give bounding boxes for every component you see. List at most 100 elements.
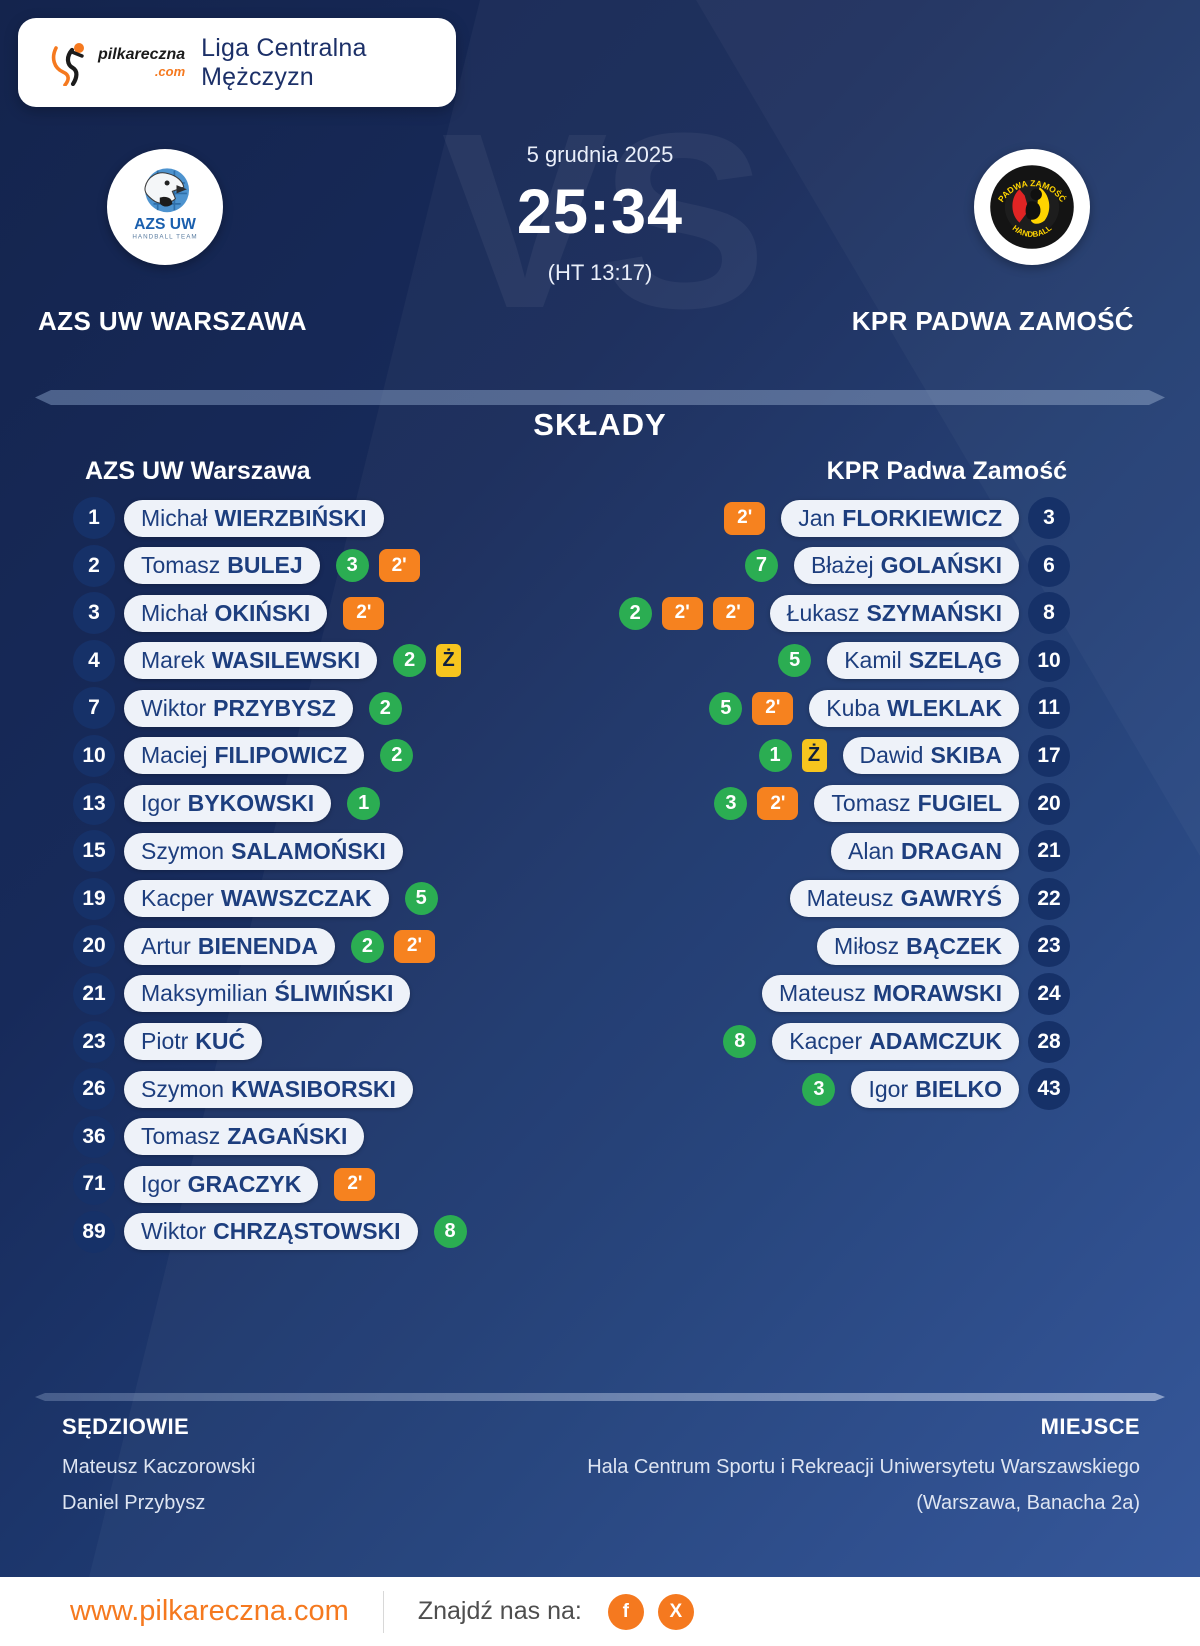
player-name-pill: Kacper ADAMCZUK (772, 1023, 1019, 1061)
suspension-badge: 2' (334, 1167, 376, 1201)
player-name-pill: Piotr KUĆ (124, 1023, 263, 1061)
player-last-name: WASILEWSKI (211, 647, 361, 674)
player-last-name: GOLAŃSKI (880, 552, 1002, 579)
player-first-name: Jan (798, 504, 836, 531)
player-number: 10 (73, 734, 115, 777)
player-last-name: KUĆ (195, 1028, 246, 1055)
suspension-badge: 2' (661, 596, 703, 630)
roster-row: 89 Wiktor CHRZĄSTOWSKI 8 (73, 1210, 467, 1253)
halftime-score: (HT 13:17) (547, 260, 653, 285)
roster-row: 23 Piotr KUĆ (73, 1020, 278, 1063)
goals-badge: 1 (758, 739, 792, 773)
padwa-zamosc-crest: PADWA ZAMOŚĆ HANDBALL (990, 165, 1074, 249)
player-badges: 7 (744, 549, 778, 583)
roster-row: 19 Kacper WAWSZCZAK 5 (73, 877, 438, 920)
player-number: 3 (73, 592, 115, 635)
suspension-badge: 2' (393, 929, 435, 963)
player-name-pill: Szymon SALAMOŃSKI (124, 832, 403, 870)
player-name-pill: Szymon KWASIBORSKI (124, 1070, 413, 1108)
player-number: 23 (1028, 925, 1070, 968)
player-name-pill: Miłosz BĄCZEK (816, 927, 1019, 965)
yellow-card-badge: Ż (436, 644, 462, 678)
facebook-icon[interactable]: f (607, 1593, 644, 1630)
match-center: 5 grudnia 2025 25:34 (HT 13:17) (0, 142, 1200, 286)
player-number: 15 (73, 830, 115, 873)
player-first-name: Igor (868, 1075, 909, 1102)
player-badges: 8 (433, 1215, 467, 1249)
player-first-name: Kuba (826, 694, 881, 721)
roster-row: 20 Artur BIENENDA 2 2' (73, 925, 435, 968)
player-name-pill: Łukasz SZYMAŃSKI (769, 594, 1019, 632)
player-last-name: DRAGAN (901, 837, 1002, 864)
roster-row: Mateusz MORAWSKI 24 (746, 972, 1070, 1015)
player-first-name: Mateusz (779, 980, 866, 1007)
player-name-pill: Wiktor PRZYBYSZ (124, 689, 353, 727)
player-first-name: Maksymilian (141, 980, 268, 1007)
brand-tld: .com (154, 64, 186, 79)
player-last-name: SALAMOŃSKI (231, 837, 386, 864)
roster-row: 71 Igor GRACZYK 2' (73, 1163, 376, 1206)
player-name-pill: Tomasz ZAGAŃSKI (124, 1118, 365, 1156)
player-name-pill: Jan FLORKIEWICZ (781, 499, 1019, 537)
x-twitter-icon[interactable]: X (657, 1593, 694, 1630)
player-number: 1 (73, 497, 115, 539)
away-team-logo: PADWA ZAMOŚĆ HANDBALL (974, 149, 1090, 265)
player-first-name: Marek (141, 647, 205, 674)
player-number: 2 (73, 544, 115, 587)
venue-line: (Warszawa, Banacha 2a) (916, 1492, 1140, 1514)
player-name-pill: Mateusz MORAWSKI (762, 975, 1019, 1013)
player-number: 10 (1028, 639, 1070, 682)
player-last-name: SKIBA (930, 742, 1002, 769)
player-number: 13 (73, 782, 115, 825)
goals-badge: 8 (723, 1025, 757, 1059)
player-name-pill: Maksymilian ŚLIWIŃSKI (124, 975, 411, 1013)
venue-section: MIEJSCE Hala Centrum Sportu i Rekreacji … (587, 1414, 1140, 1528)
player-first-name: Wiktor (141, 1218, 207, 1245)
vs-watermark: VS (441, 81, 766, 360)
goals-badge: 2 (393, 644, 427, 678)
goals-badge: 8 (433, 1215, 467, 1249)
player-name-pill: Igor BYKOWSKI (124, 785, 332, 823)
player-first-name: Kacper (789, 1028, 863, 1055)
goals-badge: 1 (347, 787, 381, 821)
player-badges: 3 2' (714, 787, 799, 821)
player-last-name: GAWRYŚ (900, 885, 1002, 912)
player-number: 24 (1028, 972, 1070, 1015)
player-badges: 2' (334, 1167, 376, 1201)
player-badges: 3 2' (335, 549, 420, 583)
player-name-pill: Igor BIELKO (851, 1070, 1019, 1108)
header-card: pilkareczna .com Liga Centralna Mężczyzn (18, 18, 456, 107)
player-last-name: ZAGAŃSKI (227, 1123, 348, 1150)
website-link[interactable]: www.pilkareczna.com (70, 1595, 349, 1627)
brand-logo: pilkareczna .com (46, 40, 185, 86)
suspension-badge: 2' (724, 501, 766, 535)
player-badges: 5 2' (709, 691, 794, 725)
roster-row: 5 2' Kuba WLEKLAK 11 (709, 687, 1070, 730)
player-first-name: Miłosz (833, 932, 900, 959)
goals-badge: 3 (714, 787, 748, 821)
player-last-name: WAWSZCZAK (220, 885, 372, 912)
suspension-badge: 2' (757, 787, 799, 821)
roster-row: 3 Igor BIELKO 43 (802, 1068, 1070, 1111)
section-divider (35, 390, 1165, 405)
roster-row: Alan DRAGAN 21 (815, 830, 1070, 873)
roster-row: 21 Maksymilian ŚLIWIŃSKI (73, 972, 426, 1015)
player-name-pill: Artur BIENENDA (124, 927, 335, 965)
roster-row: 5 Kamil SZELĄG 10 (778, 639, 1070, 682)
player-number: 22 (1028, 877, 1070, 920)
roster-row: 13 Igor BYKOWSKI 1 (73, 782, 381, 825)
player-number: 20 (73, 925, 115, 968)
player-name-pill: Igor GRACZYK (124, 1165, 319, 1203)
player-last-name: GRACZYK (187, 1170, 302, 1197)
away-roster: 2' Jan FLORKIEWICZ 3 7 Błażej GOLAŃSKI 6 2 2' 2' Łu… (618, 497, 1070, 1111)
match-score: 25:34 (516, 177, 684, 247)
player-number: 6 (1028, 544, 1070, 587)
player-last-name: WIERZBIŃSKI (214, 504, 367, 531)
player-number: 23 (73, 1020, 115, 1063)
player-badges: 8 (723, 1025, 757, 1059)
player-number: 71 (73, 1163, 115, 1206)
crest-text-azs-uw: AZS UW (134, 216, 196, 233)
player-number: 20 (1028, 782, 1070, 825)
player-number: 19 (73, 877, 115, 920)
player-last-name: KWASIBORSKI (231, 1075, 396, 1102)
